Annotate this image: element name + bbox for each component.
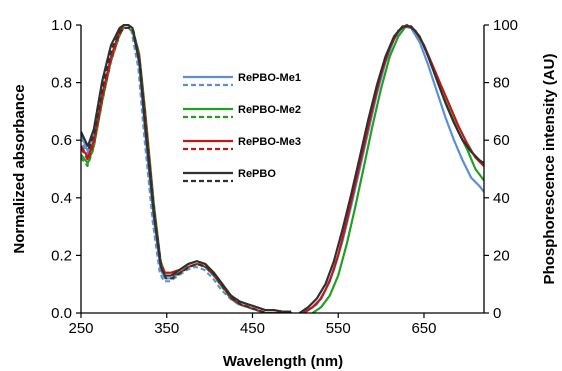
left-y-tick-label: 0.0 (51, 305, 72, 322)
right-y-tick-label: 80 (493, 75, 510, 92)
right-y-tick-label: 100 (493, 17, 518, 34)
x-tick-label: 250 (68, 320, 93, 337)
left-y-axis-title: Normalized absorbance (11, 84, 28, 253)
phosphorescence-line-4 (298, 25, 484, 313)
left-y-tick-label: 0.8 (51, 75, 72, 92)
phosphorescence-line-2 (311, 23, 484, 313)
right-y-axis-title: Phosphorescence intensity (AU) (541, 54, 558, 285)
x-tick-label: 550 (326, 320, 351, 337)
absorbance-line-dashed-3 (81, 26, 292, 313)
left-y-tick-label: 0.6 (51, 132, 72, 149)
left-y-tick-label: 0.4 (51, 190, 72, 207)
right-y-tick-label: 20 (493, 247, 510, 264)
legend-label: RePBO-Me2 (238, 104, 301, 116)
x-tick-label: 450 (240, 320, 265, 337)
phosphorescence-line-3 (303, 23, 484, 313)
legend-label: RePBO (238, 168, 276, 180)
legend: RePBO-Me1 RePBO-Me2 RePBO-Me3 RePBO (183, 72, 301, 183)
ticks: 250 350 450 550 650 0.0 0.2 0.4 0.6 0.8 1.0 0 20 40 60… (51, 17, 518, 337)
x-axis-title: Wavelength (nm) (223, 353, 343, 370)
legend-label: RePBO-Me3 (238, 136, 301, 148)
plot-area (81, 23, 484, 313)
right-y-tick-label: 0 (493, 305, 501, 322)
legend-label: RePBO-Me1 (238, 72, 301, 84)
right-y-tick-label: 60 (493, 132, 510, 149)
phosphorescence-line-1 (299, 25, 484, 313)
x-tick-label: 350 (154, 320, 179, 337)
absorbance-line-dashed-4 (81, 26, 293, 313)
x-tick-label: 650 (411, 320, 436, 337)
right-y-tick-label: 40 (493, 190, 510, 207)
absorbance-line-solid-4 (81, 24, 292, 313)
left-y-tick-label: 1.0 (51, 17, 72, 34)
left-y-tick-label: 0.2 (51, 247, 72, 264)
axes (80, 25, 485, 314)
